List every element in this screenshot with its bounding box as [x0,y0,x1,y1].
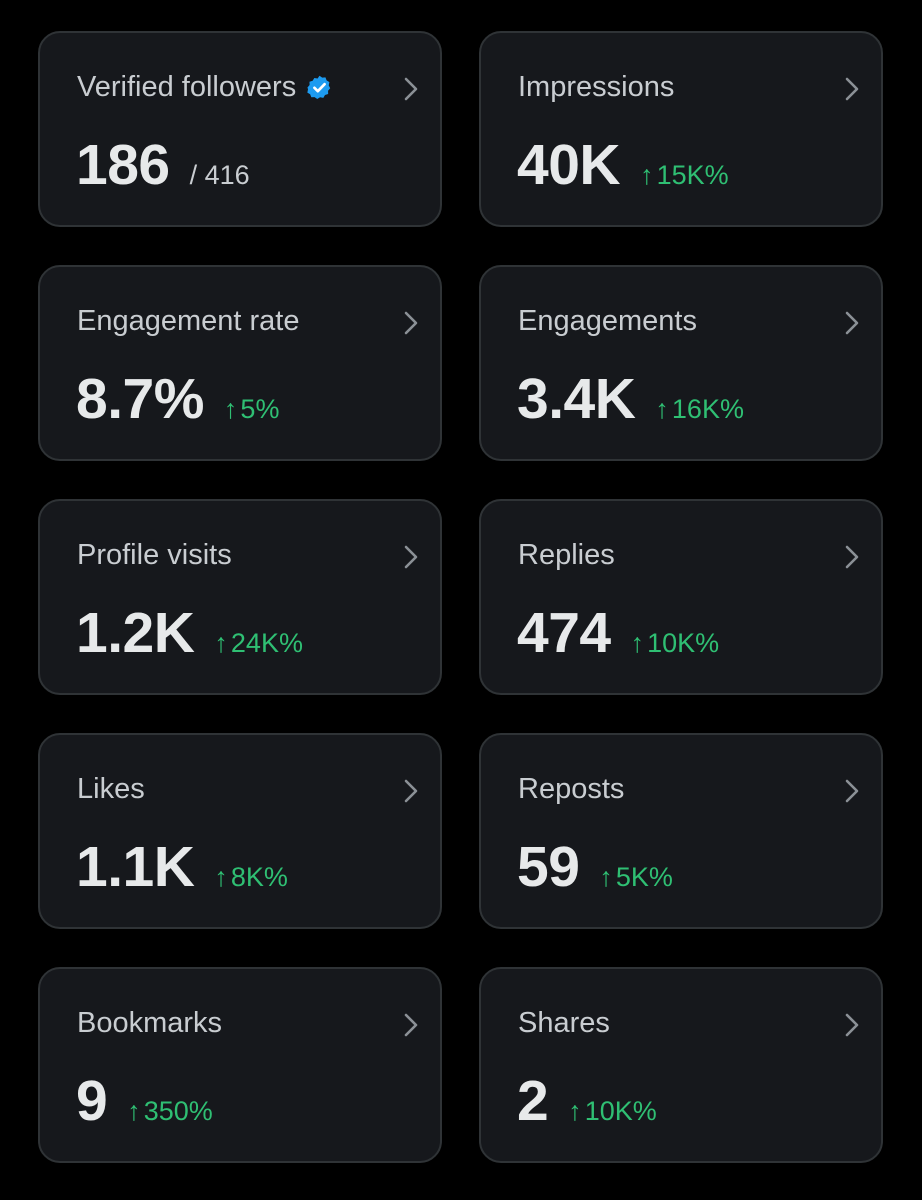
card-title: Profile visits [77,539,232,571]
metric-value: 2 [517,1069,549,1133]
metric-value: 186 [76,133,170,197]
chevron-right-icon [404,77,418,101]
trend-up-arrow-icon: ↑ [214,862,228,892]
value-row: 8.7% ↑ 5% [76,367,279,431]
trend-indicator: ↑ 350% [127,1096,213,1127]
card-title: Reposts [518,773,625,805]
metric-value: 59 [517,835,580,899]
chevron-right-icon [404,545,418,569]
chevron-right-icon [845,1013,859,1037]
value-row: 1.1K ↑ 8K% [76,835,288,899]
trend-up-arrow-icon: ↑ [127,1096,141,1126]
value-row: 59 ↑ 5K% [517,835,673,899]
metric-card-engagement-rate[interactable]: Engagement rate 8.7% ↑ 5% [38,265,442,461]
card-title-wrap: Verified followers [77,69,333,105]
trend-indicator: ↑ 5% [224,394,280,425]
trend-value: 5% [240,394,280,424]
trend-indicator: ↑ 10K% [631,628,720,659]
chevron-right-icon [845,545,859,569]
metric-card-engagements[interactable]: Engagements 3.4K ↑ 16K% [479,265,883,461]
trend-up-arrow-icon: ↑ [630,628,645,658]
trend-value: 5K% [615,862,673,892]
trend-up-arrow-icon: ↑ [568,1096,582,1126]
card-title: Bookmarks [77,1007,223,1039]
trend-up-arrow-icon: ↑ [655,394,669,424]
card-title-wrap: Reposts [518,771,624,807]
trend-indicator: ↑ 16K% [655,394,744,425]
chevron-right-icon [845,779,859,803]
trend-value: 10K% [584,1096,657,1126]
chevron-right-icon [404,311,418,335]
trend-indicator: ↑ 10K% [568,1096,657,1127]
chevron-right-icon [404,779,418,803]
trend-indicator: ↑ 5K% [599,862,673,893]
metric-value: 1.2K [76,601,195,665]
trend-value: 350% [143,1096,213,1126]
trend-indicator: ↑ 8K% [214,862,288,893]
metric-card-likes[interactable]: Likes 1.1K ↑ 8K% [38,733,442,929]
card-title: Shares [518,1007,610,1039]
verified-badge-icon [307,75,331,99]
trend-indicator: ↑ 15K% [640,160,729,191]
card-title: Engagement rate [77,305,300,337]
card-title-wrap: Bookmarks [77,1005,222,1041]
card-title-wrap: Likes [77,771,145,807]
card-title-wrap: Replies [518,537,615,573]
metrics-grid: Verified followers 186 / 416 Impressions… [38,31,883,1163]
metric-value: 474 [517,601,611,665]
chevron-right-icon [845,77,859,101]
card-title: Engagements [518,305,697,337]
value-row: 40K ↑ 15K% [517,133,729,197]
value-row: 186 / 416 [76,133,250,197]
chevron-right-icon [404,1013,418,1037]
metric-card-reposts[interactable]: Reposts 59 ↑ 5K% [479,733,883,929]
card-title: Likes [77,773,145,805]
metric-card-verified-followers[interactable]: Verified followers 186 / 416 [38,31,442,227]
value-row: 1.2K ↑ 24K% [76,601,303,665]
trend-value: 24K% [230,628,303,658]
trend-value: 15K% [656,160,729,190]
chevron-right-icon [845,311,859,335]
metric-card-bookmarks[interactable]: Bookmarks 9 ↑ 350% [38,967,442,1163]
trend-value: 8K% [230,862,288,892]
metric-value: 40K [517,133,621,197]
metric-card-impressions[interactable]: Impressions 40K ↑ 15K% [479,31,883,227]
card-title: Replies [518,539,615,571]
value-row: 3.4K ↑ 16K% [517,367,744,431]
metric-value: 3.4K [517,367,636,431]
trend-up-arrow-icon: ↑ [640,160,654,190]
metric-value: 9 [76,1069,108,1133]
value-row: 474 ↑ 10K% [517,601,719,665]
metric-total: / 416 [189,160,250,190]
card-title: Verified followers [77,71,297,103]
card-title-wrap: Profile visits [77,537,232,573]
trend-value: 16K% [671,394,744,424]
card-title-wrap: Engagement rate [77,303,299,339]
metric-value: 8.7% [76,367,204,431]
value-row: 2 ↑ 10K% [517,1069,657,1133]
card-title-wrap: Impressions [518,69,674,105]
trend-value: 10K% [647,628,720,658]
card-title-wrap: Shares [518,1005,610,1041]
trend-up-arrow-icon: ↑ [223,394,238,424]
metric-card-shares[interactable]: Shares 2 ↑ 10K% [479,967,883,1163]
trend-up-arrow-icon: ↑ [214,628,228,658]
card-title-wrap: Engagements [518,303,697,339]
value-row: 9 ↑ 350% [76,1069,213,1133]
metric-value: 1.1K [76,835,195,899]
metric-card-profile-visits[interactable]: Profile visits 1.2K ↑ 24K% [38,499,442,695]
metric-card-replies[interactable]: Replies 474 ↑ 10K% [479,499,883,695]
card-title: Impressions [518,71,675,103]
trend-up-arrow-icon: ↑ [599,862,613,892]
trend-indicator: ↑ 24K% [214,628,303,659]
